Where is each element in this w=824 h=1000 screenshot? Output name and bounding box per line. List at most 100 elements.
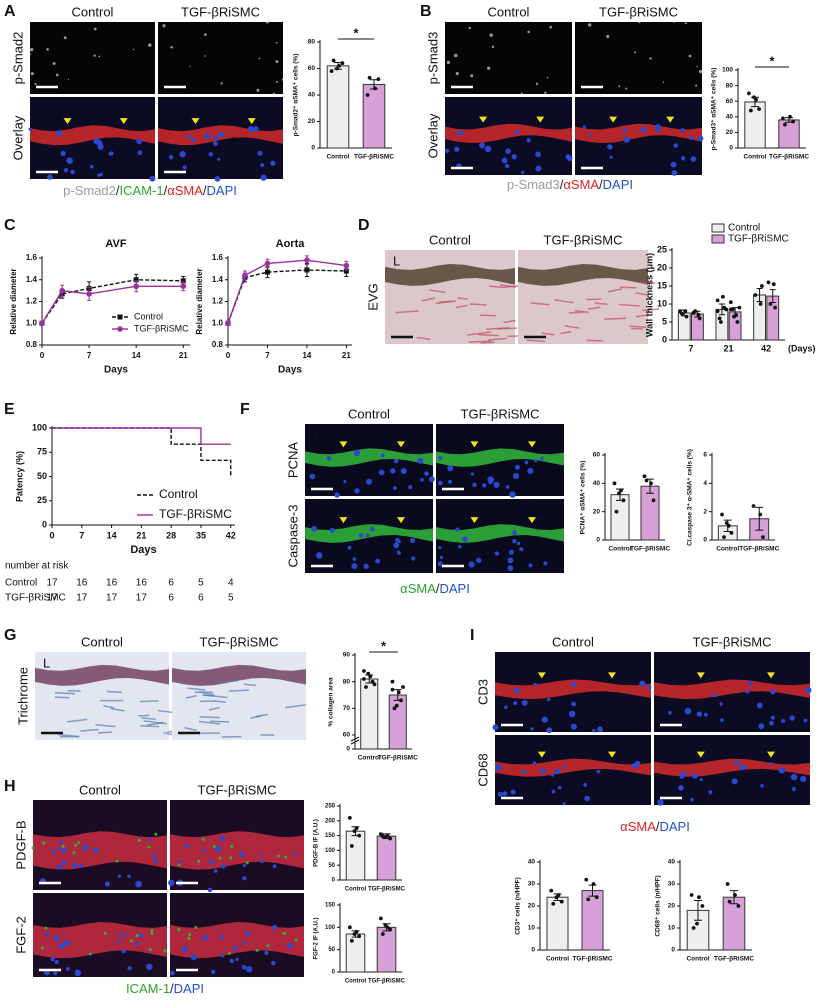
micrograph <box>575 20 703 94</box>
nucleus <box>219 934 224 939</box>
legend-label: TGF-βRiSMC <box>728 234 789 245</box>
nucleus <box>146 963 153 971</box>
data-point <box>768 302 773 306</box>
stain-dot <box>147 845 151 849</box>
x-tick-label: 21 <box>179 351 188 360</box>
data-point <box>614 509 619 514</box>
nucleus <box>181 946 188 953</box>
nucleus <box>535 151 541 158</box>
y-tick-label: 50 <box>328 863 335 869</box>
arrowhead <box>696 672 705 679</box>
y-tick-label: 0 <box>671 947 675 954</box>
nucleus <box>392 486 397 490</box>
nucleus <box>492 724 499 731</box>
x-tick-label: TGF-βRiSMC <box>368 887 406 893</box>
speck <box>546 76 549 79</box>
micrograph <box>492 652 652 734</box>
data-point <box>396 690 401 695</box>
data-point <box>388 836 393 841</box>
micrograph <box>29 22 155 94</box>
data-point <box>617 491 621 496</box>
stain-dot <box>197 859 201 863</box>
nucleus <box>137 150 143 156</box>
y-axis-label: PCNA⁺ αSMA⁺ cells (%) <box>580 461 587 535</box>
nucleus <box>245 931 251 937</box>
y-tick-label: 100 <box>325 848 336 854</box>
nucleus <box>540 768 546 774</box>
marker <box>264 269 270 275</box>
micrograph <box>436 424 564 498</box>
nucleus <box>565 154 571 160</box>
lumen-label: L <box>41 803 48 818</box>
nucleus <box>570 723 577 730</box>
speck <box>258 57 261 60</box>
data-point <box>594 895 599 900</box>
data-point <box>683 309 688 314</box>
panel-letter: I <box>470 627 474 644</box>
data-point <box>365 93 370 97</box>
nucleus <box>528 563 533 568</box>
tissue-band <box>436 448 564 467</box>
stain-separator: / <box>203 183 207 198</box>
data-point <box>788 114 792 119</box>
stain-dot <box>284 855 288 859</box>
micrograph <box>495 735 651 806</box>
nucleus <box>221 864 226 869</box>
nucleus <box>202 935 208 941</box>
speck <box>189 65 191 67</box>
x-tick-label: TGF-βRiSMC <box>572 956 612 963</box>
nucleus <box>607 144 613 150</box>
y-tick-label: 0 <box>346 746 350 753</box>
speck <box>491 45 495 49</box>
stain-dot <box>154 832 158 836</box>
bar <box>581 890 604 951</box>
nucleus <box>739 764 746 771</box>
nucleus <box>127 966 132 971</box>
y-tick-label: 4 <box>703 480 707 487</box>
nucleus <box>420 477 424 482</box>
fiber <box>416 336 431 341</box>
nucleus <box>438 456 443 460</box>
y-axis-label: p-Smad2⁺ αSMA⁺ cells (%) <box>293 54 300 137</box>
data-point <box>586 897 591 902</box>
nucleus <box>104 881 110 887</box>
nucleus <box>551 789 556 794</box>
nucleus <box>571 682 577 688</box>
x-tick-label: 21 <box>723 343 733 353</box>
data-point <box>725 882 730 886</box>
speck <box>520 92 523 95</box>
x-tick-label: 7 <box>265 351 270 360</box>
nucleus <box>657 799 664 806</box>
nucleus <box>154 859 158 864</box>
fiber <box>97 731 113 734</box>
nucleus <box>770 715 775 720</box>
stain-separator: / <box>599 177 603 192</box>
micrograph <box>158 97 283 182</box>
fiber <box>185 694 197 699</box>
nucleus <box>378 469 385 476</box>
nucleus <box>122 933 127 938</box>
nucleus <box>678 784 684 791</box>
nucleus <box>571 701 577 707</box>
nucleus <box>260 174 267 181</box>
stain-dot <box>72 851 76 855</box>
marker <box>343 262 350 269</box>
stain-dot <box>42 841 46 845</box>
nucleus <box>515 130 520 135</box>
nucleus <box>168 879 175 886</box>
nucleus <box>272 924 278 930</box>
nucleus <box>708 790 713 795</box>
nucleus <box>494 551 500 556</box>
x-tick-label: TGF-βRiSMC <box>354 154 394 161</box>
y-tick-label: 20 <box>528 903 536 910</box>
nucleus <box>520 170 525 175</box>
nucleus <box>352 557 357 561</box>
speck <box>606 34 610 39</box>
data-point <box>717 316 722 321</box>
x-tick-label: Control <box>358 755 381 762</box>
micrograph <box>35 652 187 740</box>
tissue-band <box>445 123 572 144</box>
speck <box>638 20 641 24</box>
data-point <box>373 86 377 91</box>
nucleus <box>58 943 65 949</box>
